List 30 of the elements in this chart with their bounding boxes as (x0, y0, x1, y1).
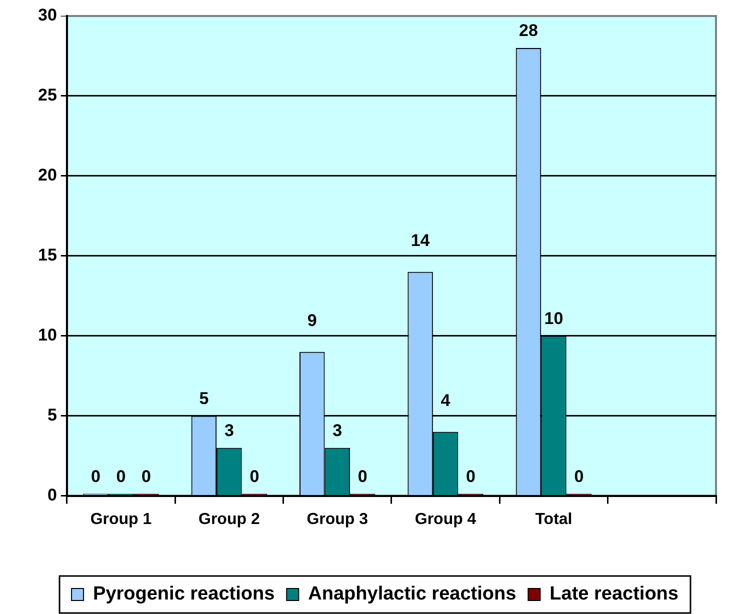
data-label: 0 (91, 466, 100, 486)
x-tick-label: Group 1 (90, 510, 152, 528)
legend-label: Anaphylactic reactions (308, 584, 516, 605)
x-tick-label: Total (535, 510, 572, 528)
data-label: 0 (116, 466, 126, 486)
data-label: 5 (199, 389, 209, 408)
x-tick-label: Group 3 (306, 510, 368, 528)
data-label: 0 (250, 466, 260, 486)
y-tick-label: 10 (38, 326, 57, 345)
data-label: 28 (519, 21, 538, 40)
data-label: 3 (224, 421, 234, 440)
y-tick-label: 25 (38, 86, 57, 105)
data-label: 3 (332, 421, 342, 440)
legend-label: Pyrogenic reactions (93, 584, 275, 605)
y-tick-label: 20 (38, 166, 57, 185)
data-label: 0 (574, 466, 584, 486)
data-label: 0 (466, 466, 476, 486)
data-label: 0 (358, 466, 368, 486)
data-label: 9 (307, 311, 317, 330)
x-tick-label: Group 2 (198, 510, 260, 528)
x-tick-label: Group 4 (414, 510, 476, 528)
y-tick-label: 30 (38, 6, 57, 25)
data-label: 14 (410, 231, 430, 250)
y-tick-label: 0 (47, 485, 57, 504)
data-label: 4 (440, 391, 451, 410)
y-tick-label: 15 (38, 246, 57, 265)
y-tick-label: 5 (47, 406, 57, 425)
data-label: 0 (142, 466, 151, 486)
data-label: 10 (544, 309, 564, 328)
legend-label: Late reactions (550, 584, 678, 605)
